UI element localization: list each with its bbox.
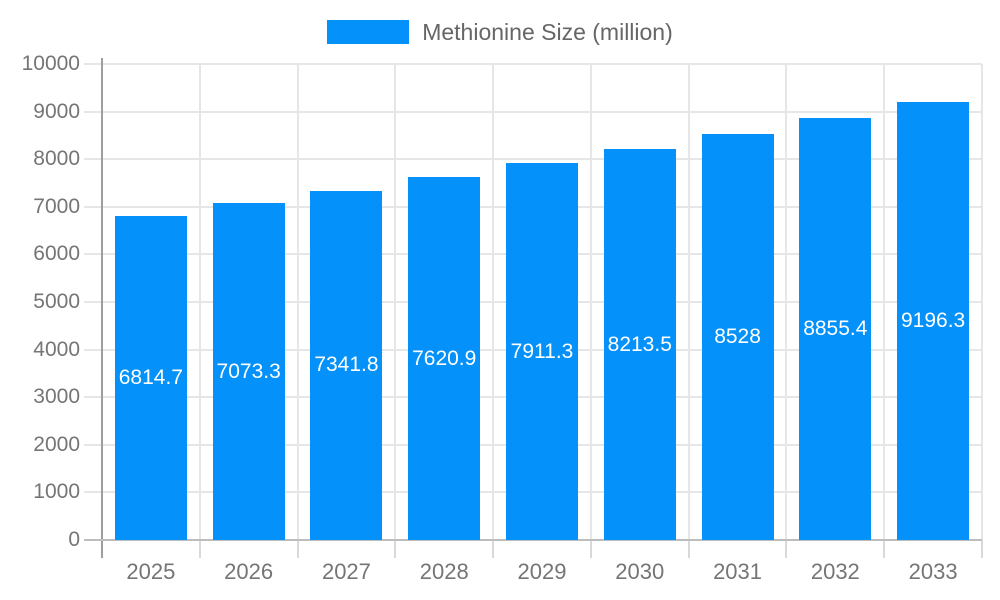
bar-value-label: 8213.5 [607,332,672,356]
bar[interactable]: 8213.5 [603,149,676,540]
bar-value-label: 8528 [714,325,761,349]
y-axis-tick-label: 7000 [33,194,80,218]
x-tick [296,540,299,558]
y-tick [84,63,102,65]
y-tick [84,491,102,494]
y-tick [84,253,102,256]
y-axis-tick-label: 5000 [33,290,80,313]
x-tick [687,540,690,558]
x-axis-tick-label: 2030 [615,559,665,584]
bar-value-label: 7341.8 [314,353,379,377]
x-gridline [785,64,788,540]
x-tick [198,540,201,558]
x-axis-tick-label: 2029 [517,559,567,584]
x-tick [589,540,592,558]
x-axis-tick-label: 2026 [224,559,274,584]
y-axis-tick-label: 2000 [33,432,80,456]
plot-area: 6814.7 7073.3 7341.8 7620.9 7911.3 8213.5 8528… [84,58,983,558]
y-axis-tick-label: 1000 [33,480,80,504]
bar-value-label: 7911.3 [510,339,574,363]
x-gridline [589,64,592,540]
y-gridline [102,158,982,161]
x-gridline [883,64,886,540]
x-tick [883,540,886,558]
bar-value-label: 7620.9 [412,346,477,370]
x-axis-tick-label: 2028 [419,559,469,584]
legend[interactable]: Methionine Size (million) [0,20,1000,44]
x-gridline [981,64,983,540]
y-axis-line [101,58,103,558]
x-tick [785,540,788,558]
bar[interactable]: 7073.3 [212,203,285,540]
y-axis-tick-label: 4000 [33,337,80,361]
y-tick [84,348,102,351]
x-axis-line [84,539,982,541]
bar-value-label: 8855.4 [803,317,868,341]
x-gridline [394,64,397,540]
y-tick [84,110,102,113]
bar[interactable]: 8855.4 [799,118,872,540]
bar[interactable]: 6814.7 [114,215,187,540]
y-axis-tick-label: 6000 [33,242,80,266]
y-tick [84,158,102,161]
bar[interactable]: 9196.3 [897,102,970,540]
y-tick [84,205,102,208]
x-gridline [296,64,299,540]
y-tick [84,443,102,446]
y-gridline [102,63,982,65]
y-axis-tick-label: 8000 [33,147,80,171]
bar-value-label: 6814.7 [118,365,183,389]
x-axis-tick-label: 2032 [810,559,860,584]
bar[interactable]: 7911.3 [506,163,578,540]
bar-value-label: 9196.3 [900,309,966,333]
y-gridline [102,110,982,113]
y-axis-tick-label: 3000 [33,385,80,409]
x-tick [981,540,983,558]
legend-label: Methionine Size (million) [422,19,673,45]
y-tick [84,301,102,303]
y-axis-tick-label: 0 [68,528,80,551]
bar-value-label: 7073.3 [216,359,281,383]
bar[interactable]: 8528 [701,134,774,540]
x-gridline [687,64,690,540]
y-axis-tick-label: 10000 [21,52,80,75]
x-tick [492,540,495,558]
x-axis-tick-label: 2027 [321,559,371,584]
x-gridline [492,64,495,540]
x-axis-tick-label: 2025 [126,559,176,584]
x-tick [394,540,397,558]
y-axis-tick-label: 9000 [33,99,80,123]
x-gridline [198,64,201,540]
legend-swatch-icon [327,20,410,44]
x-axis-tick-label: 2031 [713,559,763,584]
bar[interactable]: 7341.8 [310,190,383,540]
y-tick [84,396,102,399]
bar[interactable]: 7620.9 [408,177,481,540]
x-axis-tick-label: 2033 [908,559,958,584]
